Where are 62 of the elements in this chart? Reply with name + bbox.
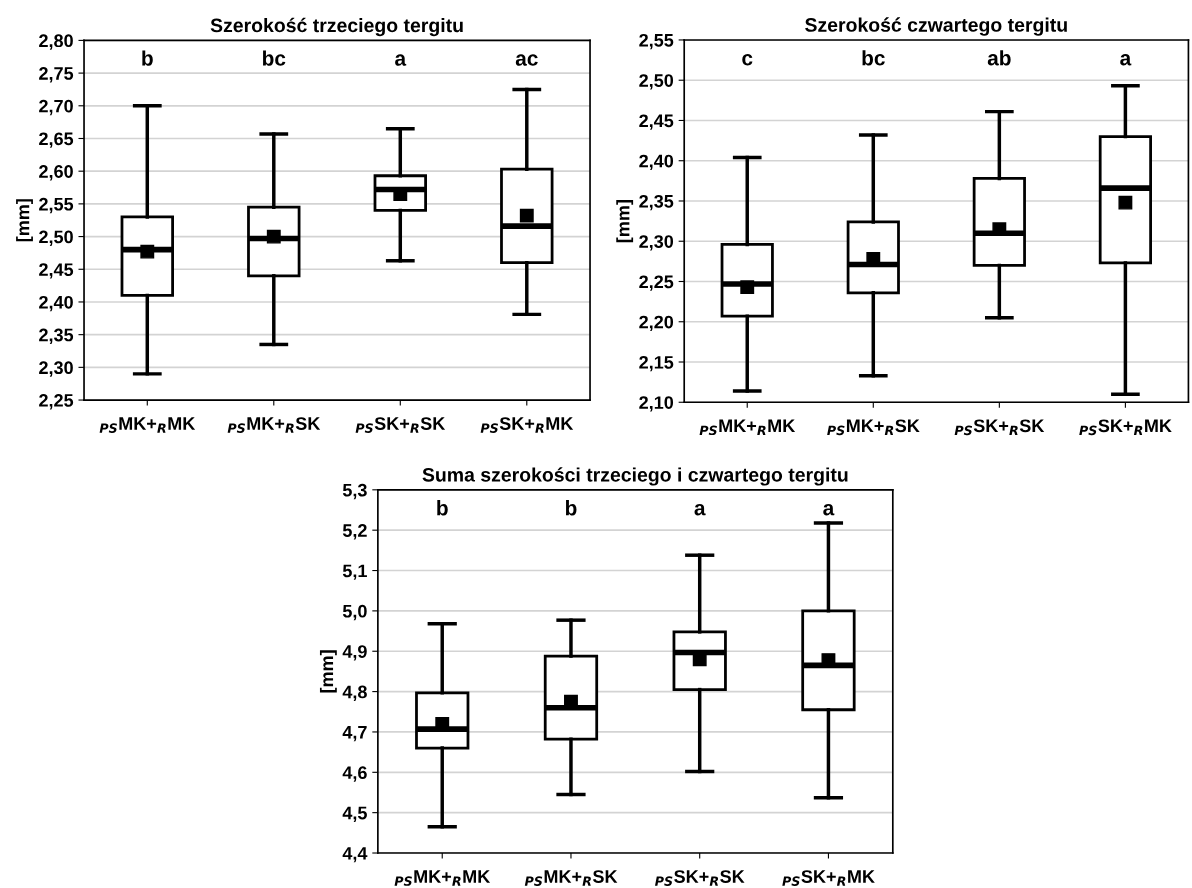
y-tick-label: 2,40 <box>639 154 674 171</box>
y-tick-label: 2,15 <box>639 355 674 372</box>
chart-title: Suma szerokości trzeciego i czwartego tergitu <box>422 467 848 486</box>
y-tick-label: 5,1 <box>342 564 367 580</box>
y-tick-label: 2,80 <box>39 34 73 50</box>
annotation: a <box>823 503 835 516</box>
chart-title: Szerokość czwartego tergitu <box>805 17 1067 36</box>
y-tick-label: 2,25 <box>39 393 74 410</box>
annotation: ab <box>987 50 1011 66</box>
y-tick-label: 2,55 <box>39 197 74 214</box>
y-tick-label: 4,8 <box>342 685 367 701</box>
y-axis-title: [mm] <box>16 199 33 242</box>
annotation: a <box>694 503 706 516</box>
x-tick-label: $_{PS}$MK+$_{R}$MK <box>99 417 196 433</box>
y-tick-label: 2,55 <box>639 33 674 50</box>
y-tick-label: 4,9 <box>342 645 367 661</box>
x-tick-label: $_{PS}$MK+$_{R}$MK <box>699 419 796 436</box>
x-tick-label: $_{PS}$SK+$_{R}$MK <box>1079 419 1172 436</box>
y-tick-label: 2,45 <box>39 263 74 279</box>
annotation: b <box>437 500 448 516</box>
y-tick-label: 2,60 <box>39 165 73 181</box>
y-tick-label: 2,50 <box>39 230 73 246</box>
x-tick-label: $_{PS}$MK+$_{R}$SK <box>227 417 321 433</box>
chart-title: Szerokość trzeciego tergitu <box>210 17 463 37</box>
annotation: bc <box>862 50 885 66</box>
annotation: b <box>565 500 577 516</box>
y-tick-label: 2,75 <box>39 67 74 83</box>
y-tick-label: 2,20 <box>639 315 674 332</box>
x-tick-label: $_{PS}$SK+$_{R}$SK <box>954 419 1045 436</box>
y-axis-title: [mm] <box>319 650 337 693</box>
y-tick-label: 2,70 <box>39 99 73 116</box>
x-tick-label: $_{PS}$MK+$_{R}$SK <box>827 419 920 436</box>
x-tick-label: $_{PS}$SK+$_{R}$SK <box>355 417 446 433</box>
y-tick-label: 2,30 <box>39 361 73 377</box>
x-tick-label: $_{PS}$MK+$_{R}$MK <box>394 870 491 886</box>
x-tick-label: $_{PS}$MK+$_{R}$SK <box>524 870 618 886</box>
x-tick-label: $_{PS}$SK+$_{R}$SK <box>655 870 745 886</box>
annotation: bc <box>263 50 286 66</box>
y-tick-label: 2,35 <box>39 328 74 344</box>
y-tick-label: 2,30 <box>639 235 674 251</box>
y-tick-label: 2,35 <box>639 194 674 211</box>
y-tick-label: 2,25 <box>639 275 674 291</box>
y-tick-label: 2,45 <box>639 114 674 130</box>
y-axis-title: [mm] <box>616 200 634 243</box>
x-tick-label: $_{PS}$SK+$_{R}$MK <box>782 870 875 886</box>
annotation: c <box>742 54 753 66</box>
y-tick-label: 4,5 <box>342 806 367 822</box>
y-tick-label: 4,7 <box>342 726 367 742</box>
annotation: a <box>1120 54 1132 66</box>
y-tick-label: 4,6 <box>342 766 367 782</box>
y-tick-label: 2,50 <box>639 74 674 90</box>
y-tick-label: 5,2 <box>342 524 367 540</box>
y-tick-label: 4,4 <box>342 847 368 863</box>
y-tick-label: 2,65 <box>39 132 74 148</box>
y-tick-label: 5,0 <box>342 604 367 621</box>
y-tick-label: 2,10 <box>639 396 674 412</box>
y-tick-label: 2,40 <box>39 295 73 312</box>
y-tick-label: 5,3 <box>342 483 367 500</box>
annotation: a <box>395 54 407 66</box>
annotation: ac <box>515 54 538 66</box>
x-tick-label: $_{PS}$SK+$_{R}$MK <box>480 417 574 433</box>
annotation: b <box>142 50 153 66</box>
